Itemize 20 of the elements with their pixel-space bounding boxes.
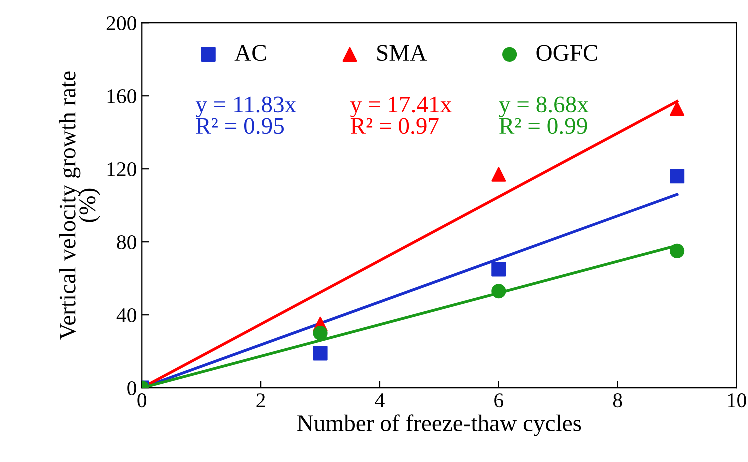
y-tick-label: 120 — [108, 162, 136, 177]
x-tick-label: 2 — [256, 394, 266, 408]
annotation: y = 11.83x R² = 0.95 — [196, 96, 296, 134]
x-tick-label: 4 — [375, 394, 385, 408]
legend-label: OGFC — [536, 45, 598, 62]
annotation: y = 17.41x R² = 0.97 — [350, 96, 452, 134]
y-tick-label: 200 — [106, 16, 136, 31]
legend-label: SMA — [378, 45, 427, 62]
y-axis-title: Vertical velocity growth rate (%) — [59, 72, 100, 340]
y-tick-label: 80 — [117, 235, 136, 250]
x-tick-label: 6 — [494, 394, 504, 408]
legend-label: AC — [234, 45, 266, 62]
x-tick-label: 10 — [728, 394, 746, 408]
y-tick-label: 0 — [128, 381, 136, 396]
annotation: y = 8.68x R² = 0.99 — [499, 96, 589, 134]
y-tick-label: 40 — [116, 308, 136, 323]
x-tick-label: 0 — [138, 394, 147, 408]
x-axis-title: Number of freeze-thaw cycles — [298, 414, 582, 436]
x-tick-label: 8 — [613, 394, 622, 408]
y-tick-label: 160 — [108, 89, 136, 104]
